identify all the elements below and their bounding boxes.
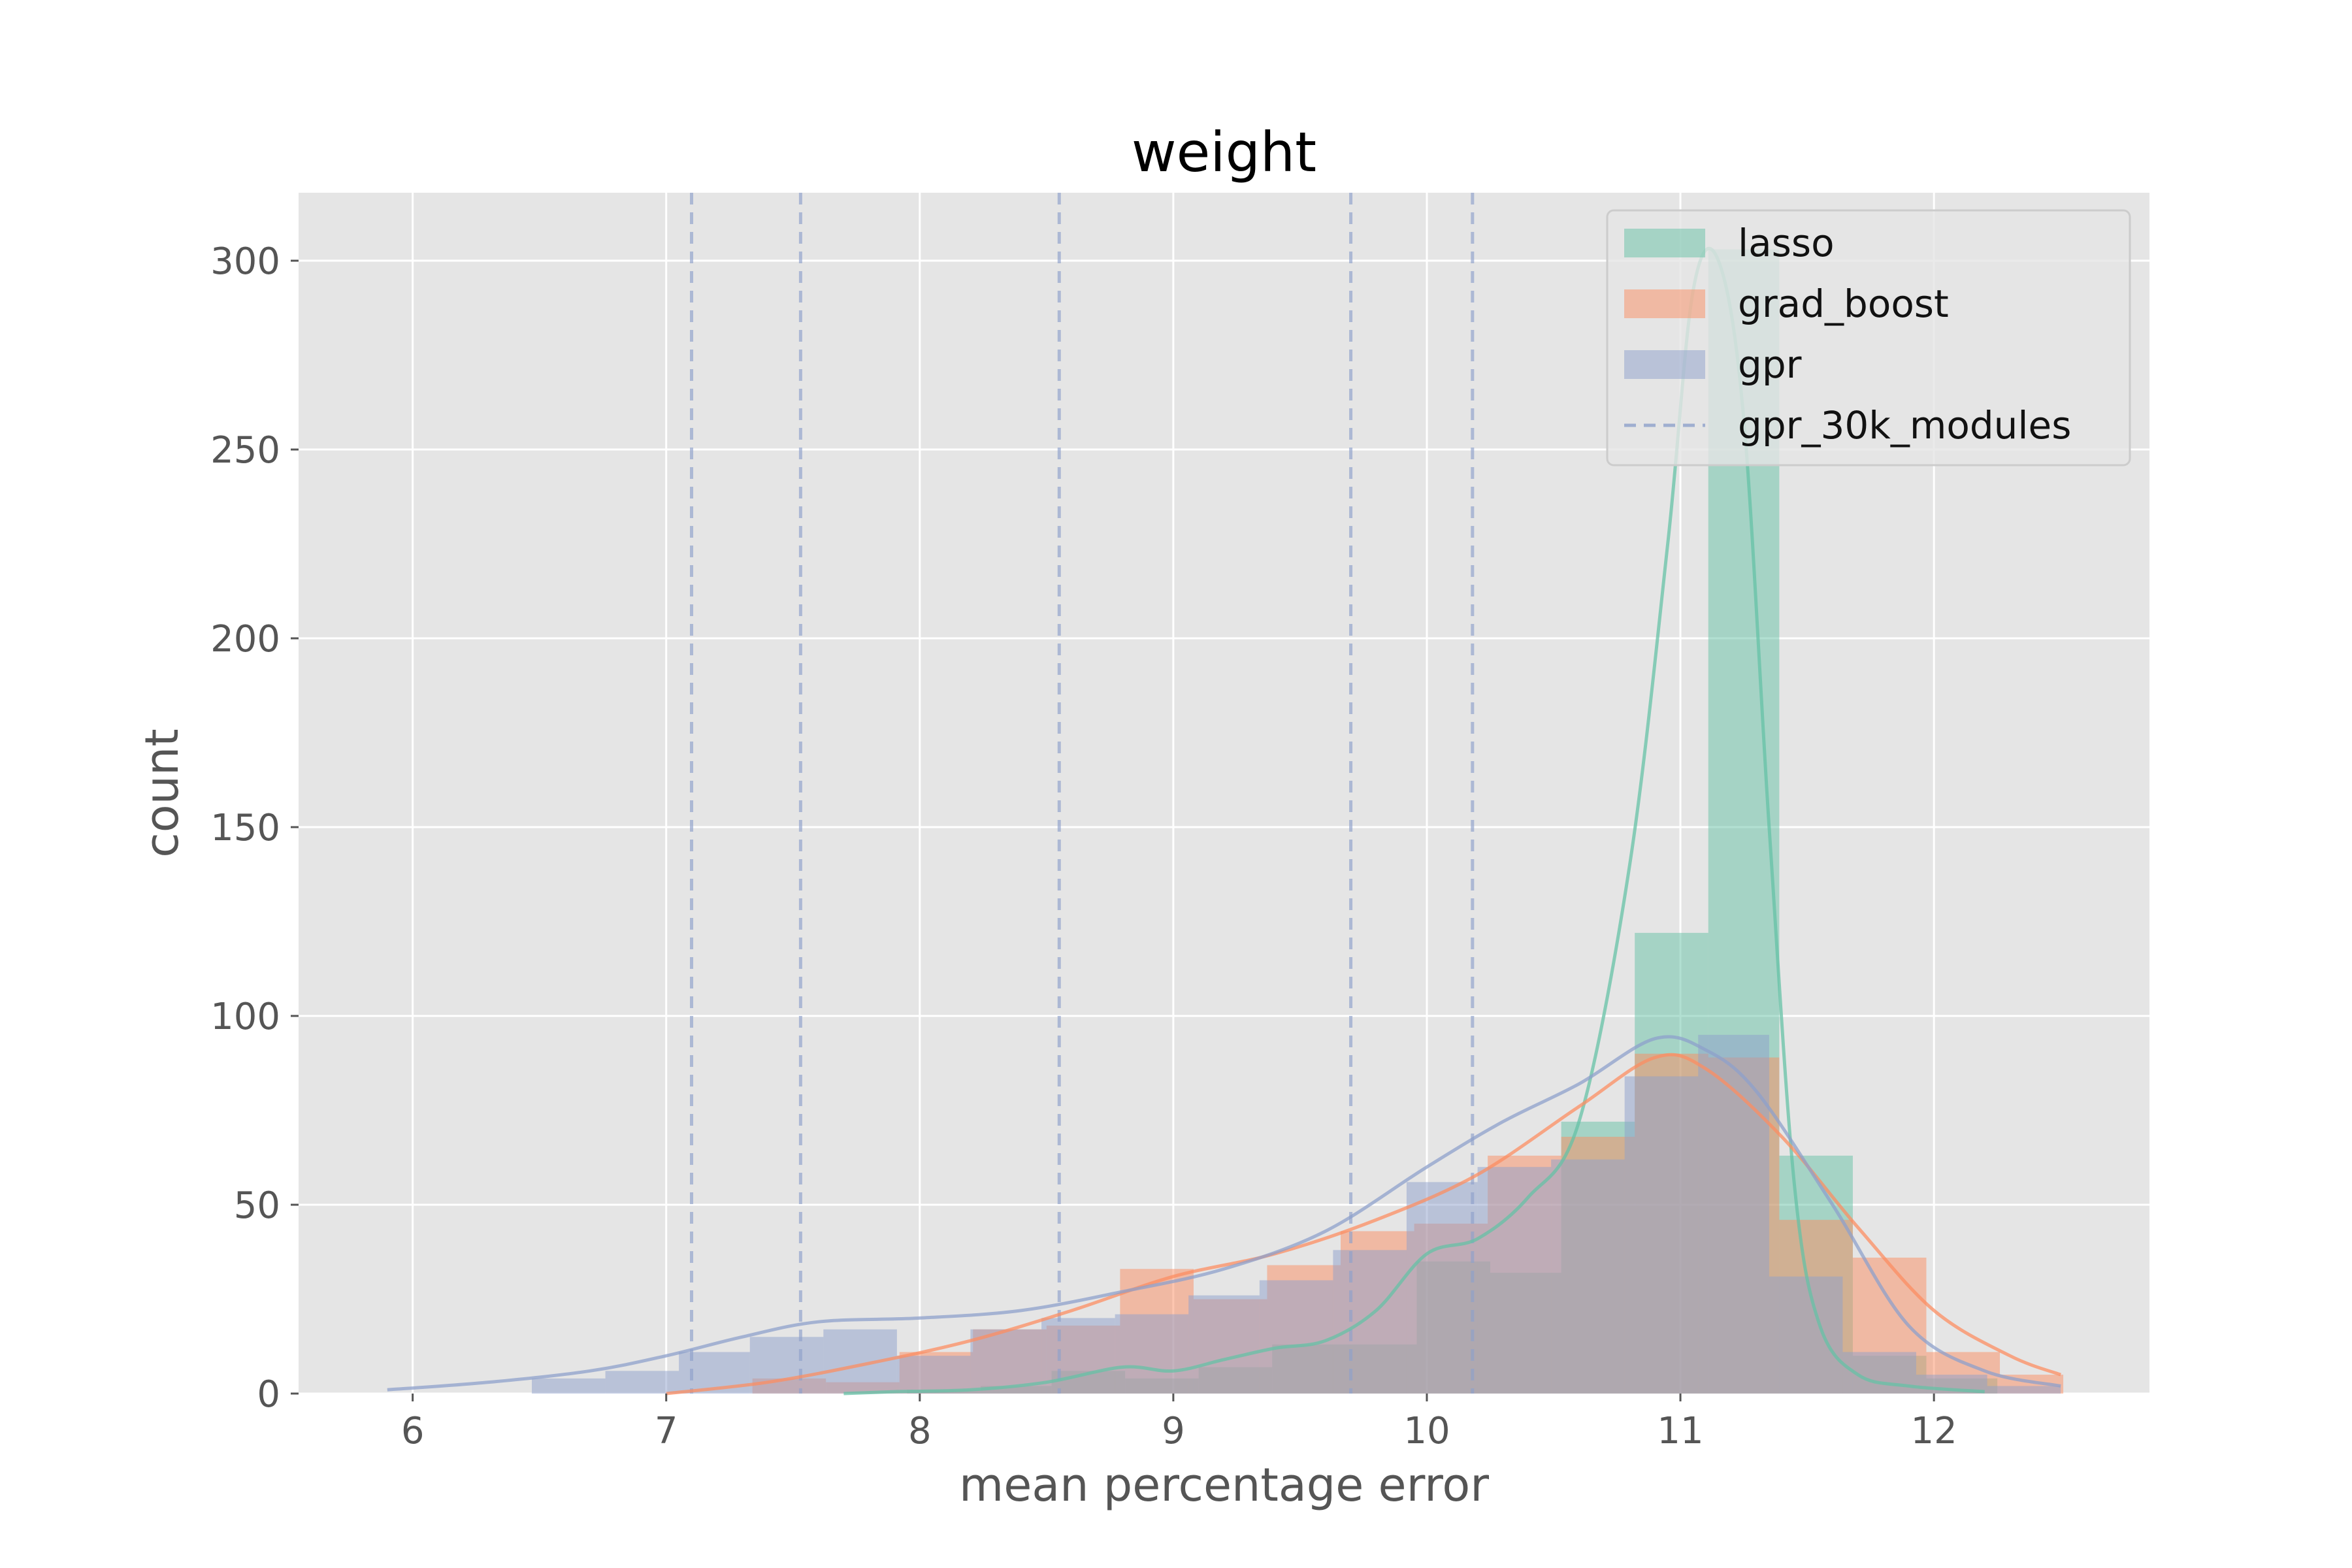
histogram-bars (532, 249, 2064, 1394)
y-tick-label: 150 (210, 807, 280, 849)
chart-title: weight (1132, 120, 1316, 184)
bar-gpr (896, 1356, 971, 1394)
legend-swatch-grad_boost (1624, 289, 1705, 318)
y-axis-ticks: 0 50 100 150 200 250 300 (210, 240, 299, 1416)
bar-gpr (1769, 1276, 1843, 1394)
x-tick-label: 10 (1403, 1410, 1450, 1452)
density-curves (387, 246, 2062, 1396)
legend-label-gpr: gpr (1738, 342, 1802, 387)
y-tick-label: 300 (210, 240, 280, 283)
bar-gpr (1551, 1159, 1625, 1394)
legend-box (1606, 209, 2131, 466)
x-tick-label: 11 (1657, 1410, 1703, 1452)
bar-gpr (1624, 1076, 1699, 1394)
bar-gpr (532, 1378, 606, 1394)
legend-swatch-lasso (1624, 229, 1705, 257)
kde-lasso (843, 246, 1985, 1396)
y-tick-label: 250 (210, 429, 280, 472)
legend-label-lasso: lasso (1738, 221, 1835, 265)
legend-label-vline: gpr_30k_modules (1738, 403, 2071, 448)
kde-gpr (387, 1035, 2061, 1392)
bar-gpr (1115, 1314, 1189, 1394)
y-axis-label: count (135, 728, 189, 858)
bar-gpr (970, 1329, 1042, 1394)
bar-gpr (1406, 1182, 1478, 1394)
legend-label-grad_boost: grad_boost (1738, 282, 1949, 326)
reference-lines (690, 193, 1475, 1394)
x-axis-ticks: 6 7 8 9 10 11 12 (401, 1394, 1957, 1452)
y-tick-label: 200 (210, 618, 280, 661)
bar-gpr (1477, 1167, 1552, 1394)
x-tick-label: 12 (1910, 1410, 1957, 1452)
bar-gpr (1188, 1295, 1260, 1394)
bar-gpr (1259, 1280, 1333, 1394)
legend-swatch-gpr (1624, 350, 1705, 379)
y-tick-label: 100 (210, 996, 280, 1038)
x-axis-label: mean percentage error (959, 1458, 1489, 1512)
series-gpr (532, 1034, 2061, 1394)
y-tick-label: 0 (257, 1373, 280, 1416)
bar-gpr (1987, 1386, 2061, 1394)
kde-grad_boost (666, 1053, 2062, 1396)
y-tick-label: 50 (234, 1184, 280, 1227)
x-tick-label: 6 (401, 1410, 425, 1452)
bar-gpr (1333, 1250, 1407, 1394)
bar-gpr (749, 1337, 824, 1394)
x-tick-label: 9 (1162, 1410, 1185, 1452)
bar-gpr (605, 1371, 679, 1394)
x-tick-label: 8 (908, 1410, 932, 1452)
x-tick-label: 7 (655, 1410, 678, 1452)
